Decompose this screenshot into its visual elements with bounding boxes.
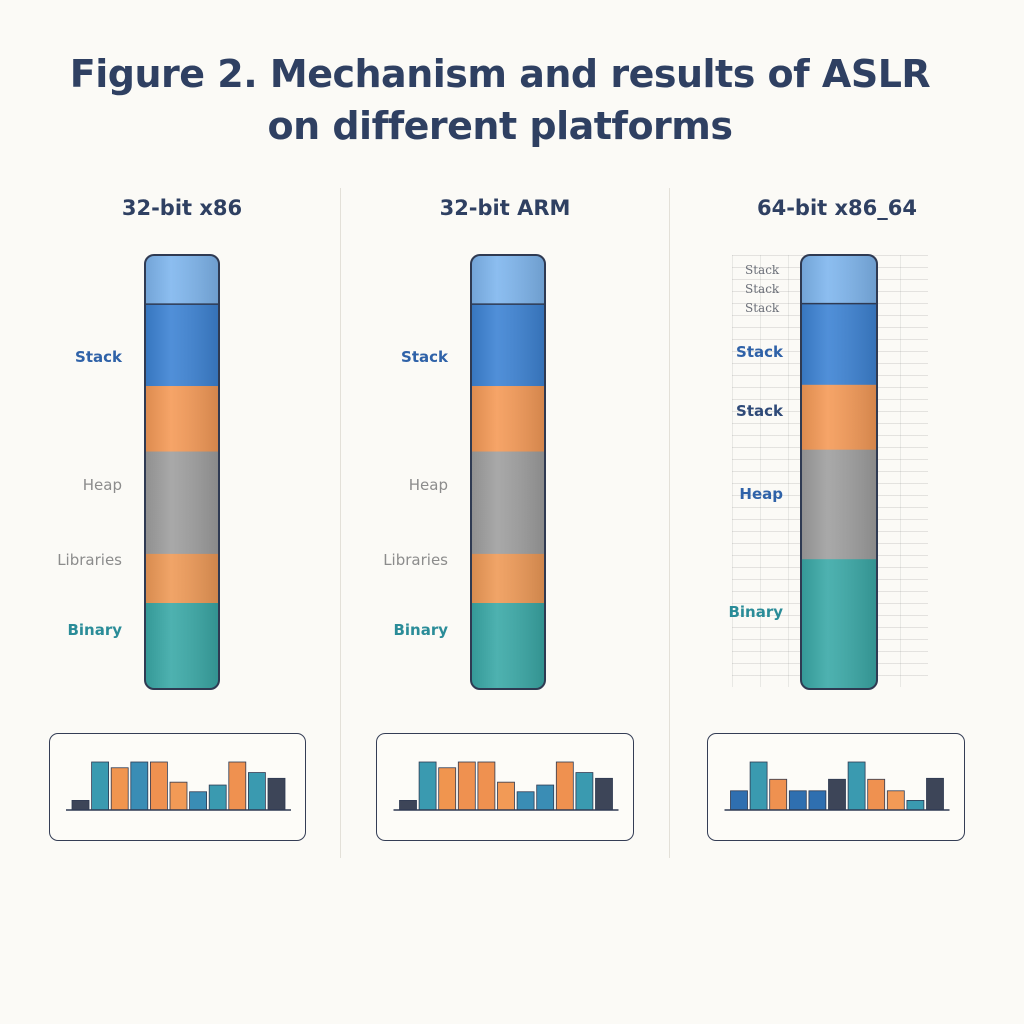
histogram-bar [555,761,574,811]
histogram-bar [130,761,149,811]
panel-title-arm: 32-bit ARM [439,196,571,220]
histogram-bar [828,778,846,811]
histogram-bar [497,781,515,811]
column-shading [471,255,545,689]
column-outline [800,254,878,690]
histogram-bar [247,772,266,811]
histogram-bar [867,778,886,811]
histogram-bar [477,761,496,811]
histogram-bar [208,784,227,811]
label-stack: Stack [75,348,122,366]
histogram-bar [189,791,208,811]
label-heap: Heap [82,476,122,494]
histogram-bar [808,790,827,811]
memory-column-x86 [144,254,220,690]
label-libraries: Libraries [383,551,448,569]
faint-label: Stack [745,263,780,277]
histogram-x86 [66,761,291,811]
histogram-bar [457,761,476,811]
panel-divider [340,188,341,858]
histogram-card-x86 [49,733,306,841]
label-binary: Binary [67,621,122,639]
histogram-bar [906,800,925,811]
label-binary: Binary [728,603,783,621]
memory-column-arm [470,254,546,690]
label-stack: Stack [401,348,448,366]
panel-divider [669,188,670,858]
histogram-bar [886,790,905,811]
label-binary: Binary [393,621,448,639]
column-outline [470,254,546,690]
histogram-bar [399,800,417,811]
histogram-bar [228,761,247,811]
histogram-bar [267,777,286,811]
label-stack: Stack [736,402,783,420]
histogram-bar [769,778,788,811]
histogram-bar [418,761,437,811]
histogram-card-x86-64 [707,733,965,841]
histogram-bar [71,800,90,811]
label-heap: Heap [408,476,448,494]
figure-title: Figure 2. Mechanism and results of ASLR … [0,48,1000,152]
faint-label: Stack [745,301,780,315]
label-stack: Stack [736,343,783,361]
histogram-x86-64 [724,761,950,811]
faint-label: Stack [745,282,780,296]
column-outline [144,254,220,690]
histogram-bar [516,791,535,811]
histogram-bar [91,761,109,811]
histogram-bar [926,777,944,811]
histogram-bar [847,761,866,811]
histogram-bar [730,790,748,811]
histogram-card-arm [376,733,634,841]
column-shading [145,255,219,689]
histogram-bar [169,781,188,811]
histogram-bar [438,767,457,811]
histogram-bar [150,761,168,811]
histogram-bar [536,784,555,811]
histogram-bar [110,767,129,811]
panel-title-x86: 32-bit x86 [121,196,243,220]
histogram-bar [595,777,613,811]
panel-title-x86-64: 64-bit x86_64 [756,196,917,220]
figure-title-line-1: Figure 2. Mechanism and results of ASLR [69,52,931,96]
label-libraries: Libraries [57,551,122,569]
histogram-bar [575,772,594,811]
label-heap: Heap [739,485,783,503]
figure-title-line-2: on different platforms [267,104,733,148]
column-shading [801,255,877,689]
histogram-bar [788,790,807,811]
histogram-arm [393,761,619,811]
histogram-bar [749,761,768,811]
memory-column-x86-64 [800,254,878,690]
